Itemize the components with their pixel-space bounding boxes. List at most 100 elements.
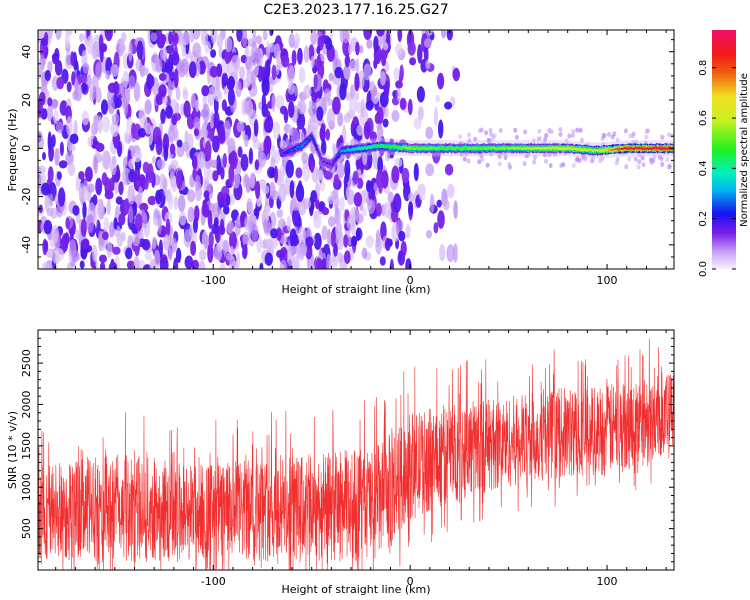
spectrogram-noise-cell (65, 217, 70, 230)
spectrogram-noise-cell (213, 111, 220, 129)
spectrogram-noise-cell (221, 72, 229, 87)
spectrogram-noise-cell (417, 106, 424, 121)
spectrogram-noise-cell (287, 65, 295, 84)
spectrogram-ridge-cell (549, 147, 551, 149)
spectrogram-noise-cell (376, 30, 385, 37)
spectrogram-noise-cell (119, 42, 127, 53)
spectrogram-noise-cell (413, 163, 419, 182)
spectrogram-noise-cell (367, 199, 376, 215)
spectrogram-ridge-cell (548, 147, 550, 150)
spectrogram-noise-cell (128, 169, 137, 183)
spectrogram-noise-cell (80, 249, 86, 259)
spectrogram-noise-cell (229, 255, 236, 269)
spectrogram-noise-cell (91, 244, 98, 262)
spectrogram-ridge-cell (567, 146, 569, 149)
spectrogram-noise-cell (644, 129, 649, 135)
y-tick-label: 1000 (20, 473, 33, 501)
spectrogram-ridge-cell (372, 145, 374, 148)
spectrogram-noise-cell (631, 131, 636, 137)
spectrogram-noise-cell (102, 231, 109, 240)
spectrogram-ridge-cell (502, 146, 504, 149)
spectrogram-noise-cell (147, 195, 157, 206)
spectrogram-noise-cell (183, 100, 191, 118)
spectrogram-noise-cell (257, 64, 264, 82)
spectrogram-noise-cell (261, 76, 270, 96)
spectrogram-ridge-cell (506, 147, 508, 150)
spectrogram-ridge-cell (609, 148, 611, 151)
spectrogram-noise-cell (343, 63, 351, 80)
spectrogram-ridge-cell (543, 147, 545, 150)
spectrogram-noise-cell (624, 164, 629, 170)
spectrogram-ridge-cell (621, 147, 623, 150)
spectrogram-noise-cell (128, 158, 136, 170)
spectrogram-noise-cell (123, 131, 130, 144)
spectrogram-noise-cell (276, 208, 284, 218)
spectrogram-noise-cell (112, 81, 120, 96)
spectrogram-ridge-cell (556, 147, 558, 151)
spectrogram-noise-cell (134, 213, 143, 232)
spectrogram-noise-cell (253, 119, 259, 137)
spectrogram-noise-cell (487, 138, 492, 144)
spectrogram-noise-cell (326, 253, 331, 269)
spectrogram-ridge-cell (284, 151, 286, 154)
spectrogram-ridge-cell (539, 148, 541, 150)
spectrogram-ridge-cell (592, 150, 595, 153)
spectrogram-noise-cell (56, 171, 62, 181)
spectrogram-noise-cell (641, 155, 646, 161)
spectrogram-ridge-cell (431, 147, 433, 150)
spectrogram-noise-cell (44, 69, 51, 82)
spectrogram-ridge-cell (310, 136, 312, 139)
spectrogram-noise-cell (667, 163, 672, 169)
spectrogram-noise-cell (397, 251, 406, 266)
spectrogram-noise-cell (259, 262, 264, 269)
spectrogram-ridge-cell (400, 145, 403, 148)
spectrogram-ridge-cell (449, 146, 451, 149)
spectrogram-noise-cell (165, 218, 171, 237)
spectrogram-ridge-cell (390, 146, 392, 149)
spectrogram-noise-cell (365, 235, 374, 248)
spectrogram-ridge-cell (472, 147, 475, 150)
spectrogram-noise-cell (197, 151, 206, 169)
spectrogram-ridge-cell (594, 149, 597, 154)
spectrogram-ridge-cell (517, 147, 520, 150)
spectrogram-ridge-cell (378, 144, 380, 147)
spectrogram-ridge-cell (562, 147, 564, 150)
spectrogram-noise-cell (75, 229, 81, 240)
spectrogram-noise-cell (47, 61, 53, 73)
spectrogram-ridge-cell (469, 147, 472, 150)
spectrogram-ridge-cell (424, 147, 426, 150)
spectrogram-noise-cell (98, 230, 103, 244)
spectrogram-noise-cell (579, 137, 584, 143)
spectrogram-ridge-cell (313, 140, 315, 143)
spectrogram-noise-cell (158, 73, 167, 81)
spectrogram-ridge-cell (419, 147, 421, 150)
spectrogram-ridge-cell (581, 149, 584, 152)
spectrogram-noise-cell (286, 215, 292, 232)
spectrogram-noise-cell (86, 35, 95, 55)
spectrogram-noise-cell (429, 193, 435, 214)
spectrogram-ridge-cell (564, 147, 566, 150)
snr-x-ticks: -100 0 100 (55, 330, 667, 588)
spectrogram-noise-cell (361, 207, 367, 217)
spectrogram-noise-cell (155, 58, 163, 73)
spectrogram-noise-cell (269, 30, 274, 37)
spectrogram-noise-cell (144, 122, 153, 135)
spectrogram-ridge-cell (353, 148, 355, 151)
spectrogram-ridge-cell (605, 149, 607, 151)
spectrogram-noise-cell (74, 83, 83, 102)
spectrogram-ridge-cell (370, 145, 372, 148)
spectrogram-noise-cell (284, 175, 291, 196)
spectrogram-ridge-cell (524, 145, 527, 150)
spectrogram-noise-cell (227, 87, 235, 106)
spectrogram-noise-cell (571, 132, 576, 138)
spectrogram-noise-cell (78, 171, 85, 180)
spectrogram-ridge-cell (547, 146, 549, 149)
spectrogram-noise-cell (583, 156, 588, 162)
spectrogram-noise-cell (339, 82, 347, 101)
spectrogram-noise-cell (458, 134, 462, 140)
spectrogram-noise-cell (51, 224, 59, 243)
spectrogram-ridge-cell (403, 146, 406, 149)
spectrogram-ridge-cell (392, 146, 395, 149)
spectrogram-noise-cell (110, 121, 120, 137)
